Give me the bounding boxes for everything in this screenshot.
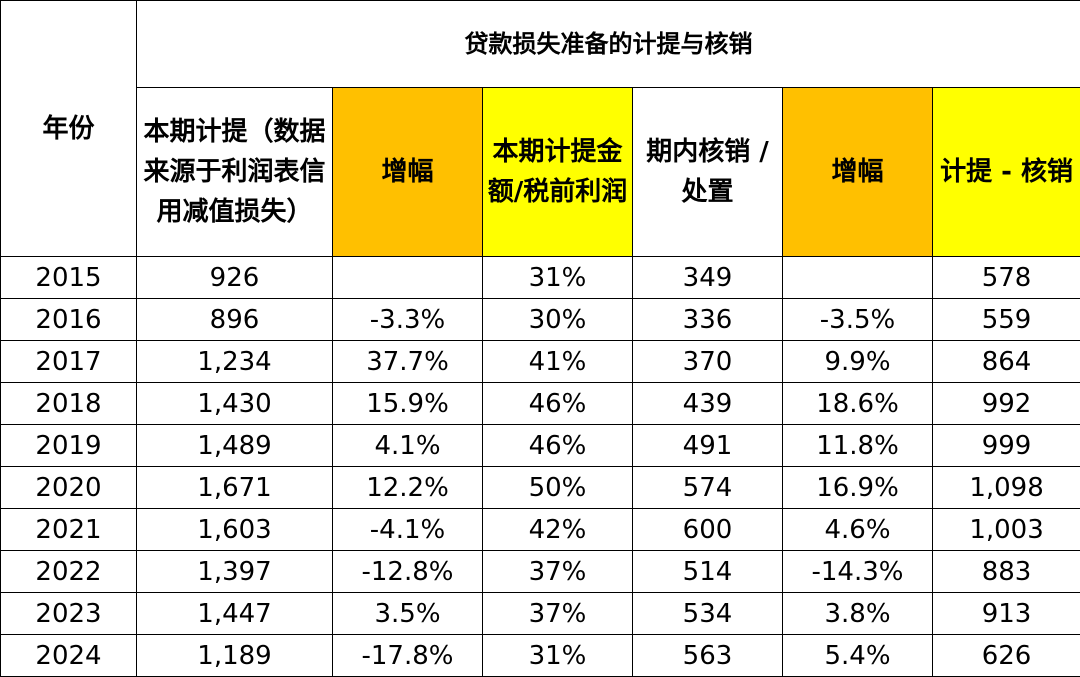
cell-net: 992: [931, 382, 1080, 425]
cell-writeoff: 439: [632, 382, 783, 425]
cell-net: 864: [931, 340, 1080, 383]
cell-provision-growth: -4.1%: [332, 508, 483, 551]
column-header-net: 计提 - 核销: [931, 87, 1080, 257]
cell-net: 913: [931, 592, 1080, 635]
table-row: 2021 1,603 -4.1% 42% 600 4.6% 1,003: [0, 508, 1080, 551]
cell-year: 2022: [0, 550, 137, 593]
cell-writeoff: 491: [632, 424, 783, 467]
column-header-provision-growth: 增幅: [332, 87, 483, 257]
cell-writeoff-growth: 5.4%: [782, 634, 933, 677]
cell-provision-growth: -3.3%: [332, 298, 483, 341]
table-row: 2017 1,234 37.7% 41% 370 9.9% 864: [0, 340, 1080, 383]
cell-year: 2015: [0, 256, 137, 299]
cell-year: 2020: [0, 466, 137, 509]
cell-writeoff-growth: 4.6%: [782, 508, 933, 551]
cell-ratio: 41%: [482, 340, 633, 383]
group-title: 贷款损失准备的计提与核销: [135, 0, 1080, 88]
cell-year: 2023: [0, 592, 137, 635]
cell-provision-growth: -17.8%: [332, 634, 483, 677]
cell-provision: 1,447: [136, 592, 333, 635]
cell-writeoff-growth: 9.9%: [782, 340, 933, 383]
header-row-columns: 本期计提（数据来源于利润表信用减值损失） 增幅 本期计提金额/税前利润 期内核销…: [1, 87, 1080, 257]
cell-writeoff: 600: [632, 508, 783, 551]
column-header-writeoff: 期内核销 / 处置: [632, 87, 783, 257]
cell-ratio: 31%: [482, 256, 633, 299]
cell-ratio: 50%: [482, 466, 633, 509]
cell-year: 2019: [0, 424, 137, 467]
cell-ratio: 46%: [482, 424, 633, 467]
cell-year: 2017: [0, 340, 137, 383]
cell-net: 559: [931, 298, 1080, 341]
column-header-provision: 本期计提（数据来源于利润表信用减值损失）: [136, 87, 333, 257]
cell-net: 883: [931, 550, 1080, 593]
cell-writeoff: 336: [632, 298, 783, 341]
cell-writeoff-growth: 16.9%: [782, 466, 933, 509]
cell-net: 578: [931, 256, 1080, 299]
cell-net: 999: [931, 424, 1080, 467]
table-row: 2020 1,671 12.2% 50% 574 16.9% 1,098: [0, 466, 1080, 509]
cell-net: 1,098: [931, 466, 1080, 509]
cell-provision-growth: 15.9%: [332, 382, 483, 425]
column-header-writeoff-growth: 增幅: [782, 87, 933, 257]
cell-provision-growth: -12.8%: [332, 550, 483, 593]
cell-provision: 926: [136, 256, 333, 299]
cell-provision-growth: 37.7%: [332, 340, 483, 383]
cell-ratio: 37%: [482, 592, 633, 635]
cell-ratio: 46%: [482, 382, 633, 425]
table-row: 2024 1,189 -17.8% 31% 563 5.4% 626: [0, 634, 1080, 677]
cell-year: 2016: [0, 298, 137, 341]
table-row: 2018 1,430 15.9% 46% 439 18.6% 992: [0, 382, 1080, 425]
cell-writeoff: 370: [632, 340, 783, 383]
cell-writeoff-growth: 11.8%: [782, 424, 933, 467]
cell-ratio: 37%: [482, 550, 633, 593]
cell-writeoff-growth: [782, 256, 933, 299]
table-row: 2022 1,397 -12.8% 37% 514 -14.3% 883: [0, 550, 1080, 593]
year-header: 年份: [0, 0, 137, 257]
header-row-group: 年份 贷款损失准备的计提与核销: [0, 0, 1080, 257]
cell-writeoff: 514: [632, 550, 783, 593]
cell-writeoff: 534: [632, 592, 783, 635]
cell-provision-growth: 4.1%: [332, 424, 483, 467]
cell-provision-growth: 3.5%: [332, 592, 483, 635]
cell-writeoff: 349: [632, 256, 783, 299]
cell-writeoff-growth: 3.8%: [782, 592, 933, 635]
table-row: 2023 1,447 3.5% 37% 534 3.8% 913: [0, 592, 1080, 635]
cell-writeoff-growth: -14.3%: [782, 550, 933, 593]
table-row: 2016 896 -3.3% 30% 336 -3.5% 559: [0, 298, 1080, 341]
cell-ratio: 42%: [482, 508, 633, 551]
cell-writeoff-growth: -3.5%: [782, 298, 933, 341]
cell-provision-growth: [332, 256, 483, 299]
cell-provision: 1,430: [136, 382, 333, 425]
column-header-provision-ratio: 本期计提金额/税前利润: [482, 87, 633, 257]
cell-year: 2018: [0, 382, 137, 425]
cell-provision: 1,397: [136, 550, 333, 593]
cell-writeoff: 563: [632, 634, 783, 677]
cell-provision: 1,489: [136, 424, 333, 467]
cell-ratio: 30%: [482, 298, 633, 341]
cell-provision: 896: [136, 298, 333, 341]
cell-provision: 1,671: [136, 466, 333, 509]
cell-provision-growth: 12.2%: [332, 466, 483, 509]
cell-net: 626: [931, 634, 1080, 677]
cell-net: 1,003: [931, 508, 1080, 551]
cell-provision: 1,234: [136, 340, 333, 383]
cell-year: 2024: [0, 634, 137, 677]
table-row: 2015 926 31% 349 578: [0, 256, 1080, 299]
cell-year: 2021: [0, 508, 137, 551]
cell-writeoff: 574: [632, 466, 783, 509]
table-row: 2019 1,489 4.1% 46% 491 11.8% 999: [0, 424, 1080, 467]
cell-provision: 1,189: [136, 634, 333, 677]
cell-provision: 1,603: [136, 508, 333, 551]
cell-ratio: 31%: [482, 634, 633, 677]
cell-writeoff-growth: 18.6%: [782, 382, 933, 425]
